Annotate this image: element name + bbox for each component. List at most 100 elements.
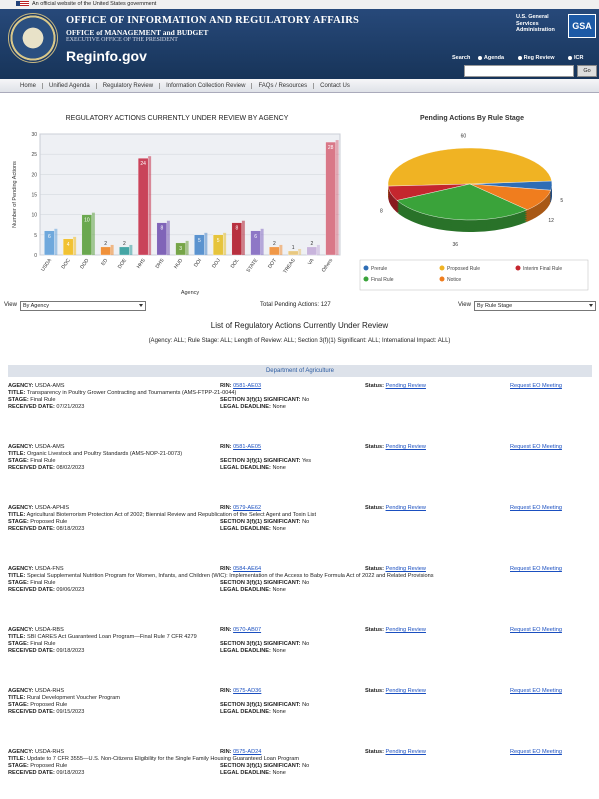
office-name: OFFICE OF INFORMATION AND REGULATORY AFF… xyxy=(66,15,360,26)
field-link[interactable]: Pending Review xyxy=(385,566,426,572)
search-button[interactable]: Go xyxy=(577,65,597,77)
field: AGENCY: USDA-RHS xyxy=(8,749,220,756)
bar-side xyxy=(316,244,320,255)
eo-meeting-link[interactable]: Request EO Meeting xyxy=(510,566,562,572)
field-link[interactable]: Pending Review xyxy=(385,749,426,755)
chart-title: Pending Actions By Rule Stage xyxy=(420,115,524,122)
field-label: SECTION 3(f)(1) SIGNIFICANT: xyxy=(220,397,301,403)
field-link[interactable]: Pending Review xyxy=(385,688,426,694)
field: RECEIVED DATE: 07/21/2023 xyxy=(8,404,220,411)
x-tick-label: DOT xyxy=(267,258,278,270)
entry: AGENCY: USDA-AMS RIN: 0581-AE05 Status: Pe… xyxy=(8,444,592,472)
field-link[interactable]: Pending Review xyxy=(385,383,426,389)
entry: AGENCY: USDA-AMS RIN: 0581-AE03 Status: Pe… xyxy=(8,383,592,411)
legend-box xyxy=(359,259,589,291)
nav-bar: Home Unified Agenda Regulatory Review Infor… xyxy=(0,79,599,93)
entry-row: TITLE: Rural Development Voucher Program xyxy=(8,695,592,702)
field-link[interactable]: 0570-AB07 xyxy=(233,627,262,633)
bar-value-label: 2 xyxy=(104,241,107,247)
entry-row: STAGE: Final Rule SECTION 3(f)(1) SIGNIFI… xyxy=(8,580,592,587)
pie-chart: Pending Actions By Rule Stage 5 60 8 36 12 Pre… xyxy=(359,115,589,291)
field-value: No xyxy=(302,641,310,647)
field-label: AGENCY: xyxy=(8,444,34,450)
pie-slice xyxy=(469,183,552,210)
eo-meeting-link[interactable]: Request EO Meeting xyxy=(510,627,562,633)
entry-row: RECEIVED DATE: 09/06/2023 LEGAL DEADLINE:… xyxy=(8,587,592,594)
nav-link[interactable]: FAQs / Resources xyxy=(251,82,313,89)
search-label: Search xyxy=(452,55,471,61)
nav-link[interactable]: Unified Agenda xyxy=(42,82,96,89)
site-name[interactable]: Reginfo.gov xyxy=(66,48,147,64)
field-label: LEGAL DEADLINE: xyxy=(220,465,271,471)
field: LEGAL DEADLINE: None xyxy=(220,770,286,777)
field-link[interactable]: 0584-AE64 xyxy=(233,566,262,572)
bar xyxy=(269,246,280,256)
eo-meeting-link[interactable]: Request EO Meeting xyxy=(510,383,562,389)
field: SECTION 3(f)(1) SIGNIFICANT: No xyxy=(220,580,309,587)
field-link[interactable]: Pending Review xyxy=(385,627,426,633)
nav-link[interactable]: Home xyxy=(20,82,37,89)
bar xyxy=(81,214,93,256)
field-value: USDA-AMS xyxy=(34,383,65,389)
field: Request EO Meeting xyxy=(510,688,562,695)
field-value: No xyxy=(302,580,310,586)
eo-meeting-link[interactable]: Request EO Meeting xyxy=(510,444,562,450)
field-label: AGENCY: xyxy=(8,566,34,572)
omb-seal[interactable] xyxy=(8,13,58,63)
search-input[interactable] xyxy=(464,65,574,77)
pie-slice xyxy=(387,147,552,187)
field-link[interactable]: 0575-AD24 xyxy=(233,749,262,755)
eo-meeting-link[interactable]: Request EO Meeting xyxy=(510,505,562,511)
entry-row: AGENCY: USDA-RHS RIN: 0575-AD24 Status: Pe… xyxy=(8,749,592,756)
field-value: 09/15/2023 xyxy=(56,709,85,715)
gsa-logo[interactable]: GSA xyxy=(568,14,596,38)
field-value: Proposed Rule xyxy=(30,519,68,525)
field-label: LEGAL DEADLINE: xyxy=(220,648,271,654)
field-label: SECTION 3(f)(1) SIGNIFICANT: xyxy=(220,763,301,769)
bar xyxy=(306,246,318,256)
field-label: RECEIVED DATE: xyxy=(8,648,55,654)
search-option[interactable]: Reg Review xyxy=(517,55,561,61)
nav-link[interactable]: Information Collection Review xyxy=(159,82,251,89)
stage-select[interactable]: By Rule Stage xyxy=(474,301,596,311)
field: LEGAL DEADLINE: None xyxy=(220,404,286,411)
pie-slice xyxy=(396,183,528,221)
field-link[interactable]: 0581-AE03 xyxy=(233,383,262,389)
eo-meeting-link[interactable]: Request EO Meeting xyxy=(510,688,562,694)
nav-link[interactable]: Regulatory Review xyxy=(95,82,159,89)
legend-label: Final Rule xyxy=(371,277,394,283)
bar-side xyxy=(335,140,339,255)
field-label: RIN: xyxy=(220,505,232,511)
field-value: Yes xyxy=(301,458,312,464)
field-link[interactable]: 0575-AD36 xyxy=(233,688,262,694)
eo-meeting-link[interactable]: Request EO Meeting xyxy=(510,749,562,755)
field-value: None xyxy=(272,404,286,410)
search-option[interactable]: ICR xyxy=(568,55,589,61)
field: Status: Pending Review xyxy=(365,688,510,695)
bar xyxy=(325,141,336,256)
legend-label: Proposed Rule xyxy=(447,266,480,272)
bar-side xyxy=(223,232,227,255)
y-tick-label: 0 xyxy=(34,253,37,259)
bar xyxy=(287,250,299,256)
field-link[interactable]: Pending Review xyxy=(385,444,426,450)
bar-value-label: 2 xyxy=(123,241,126,247)
field-link[interactable]: 0579-AE62 xyxy=(233,505,262,511)
field-value: Agricultural Bioterrorism Protection Act… xyxy=(26,512,317,518)
field-link[interactable]: 0581-AE05 xyxy=(233,444,262,450)
nav-link[interactable]: Contact Us xyxy=(313,82,356,89)
y-tick-label: 30 xyxy=(31,132,37,138)
legend-swatch xyxy=(439,265,445,271)
field: AGENCY: USDA-APHIS xyxy=(8,505,220,512)
field: Request EO Meeting xyxy=(510,627,562,634)
field: SECTION 3(f)(1) SIGNIFICANT: No xyxy=(220,519,309,526)
search-option[interactable]: Agenda xyxy=(477,55,510,61)
agency-select[interactable]: By Agency xyxy=(20,301,146,311)
field: RIN: 0581-AE05 xyxy=(220,444,365,451)
total-actions: Total Pending Actions: 127 xyxy=(260,302,331,308)
field-label: SECTION 3(f)(1) SIGNIFICANT: xyxy=(220,519,301,525)
legend-label: Prerule xyxy=(371,266,387,272)
field-link[interactable]: Pending Review xyxy=(385,505,426,511)
entry-row: AGENCY: USDA-AMS RIN: 0581-AE03 Status: Pe… xyxy=(8,383,592,390)
